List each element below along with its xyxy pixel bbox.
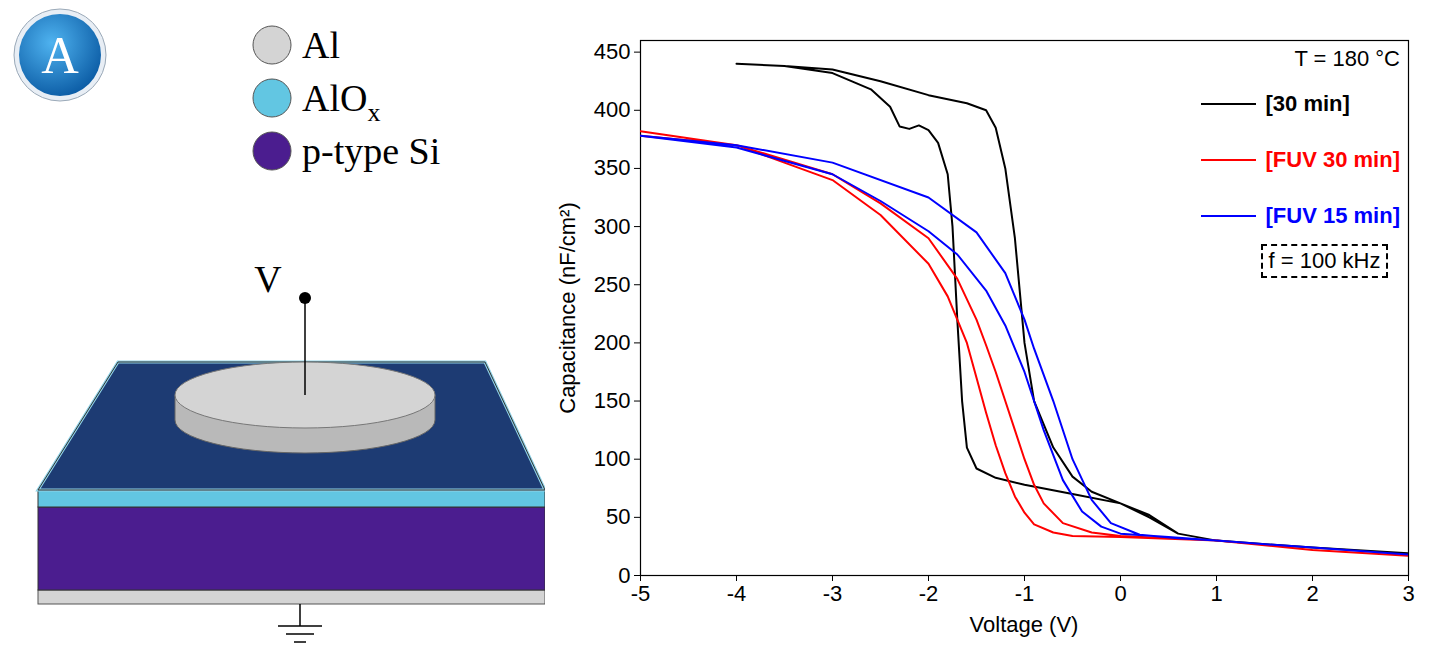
svg-text:200: 200 [594,330,631,355]
svg-text:100: 100 [594,446,631,471]
html-text:[30 min]: [30 min] [1265,91,1350,116]
svg-text:150: 150 [594,388,631,413]
html-text:T = 180 °C: T = 180 °C [1294,46,1400,71]
html-text:f = 100 kHz: f = 100 kHz [1268,248,1381,273]
svg-text:300: 300 [594,214,631,239]
html-text:Capacitance (nF/cm²): Capacitance (nF/cm²) [555,201,580,414]
svg-text:V: V [254,258,282,300]
svg-text:1: 1 [1210,581,1222,606]
svg-text:0: 0 [618,563,630,588]
svg-text:-3: -3 [823,581,843,606]
svg-text:-5: -5 [631,581,651,606]
html-text:[FUV 15 min]: [FUV 15 min] [1265,203,1400,228]
html-text:[FUV 30 min]: [FUV 30 min] [1265,147,1400,172]
svg-text:400: 400 [594,97,631,122]
svg-text:-2: -2 [919,581,939,606]
svg-text:Al: Al [302,24,340,66]
svg-text:A: A [41,27,79,84]
svg-text:-1: -1 [1015,581,1035,606]
svg-text:AlOx: AlOx [302,77,380,127]
svg-text:50: 50 [606,504,630,529]
svg-text:2: 2 [1306,581,1318,606]
svg-text:350: 350 [594,155,631,180]
svg-text:3: 3 [1402,581,1414,606]
svg-text:250: 250 [594,272,631,297]
html-text:Voltage (V): Voltage (V) [969,612,1079,637]
svg-text:0: 0 [1114,581,1126,606]
svg-text:450: 450 [594,39,631,64]
svg-text:-4: -4 [727,581,747,606]
svg-text:p-type Si: p-type Si [302,130,440,172]
